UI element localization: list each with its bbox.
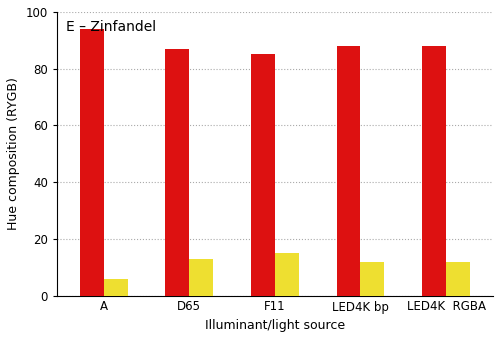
Bar — [166, 49, 190, 296]
Text: E – Zinfandel: E – Zinfandel — [66, 20, 156, 35]
Bar — [422, 46, 446, 296]
X-axis label: Illuminant/light source: Illuminant/light source — [205, 319, 345, 332]
Bar — [446, 262, 470, 296]
Bar — [104, 279, 128, 296]
Bar — [336, 46, 360, 296]
Y-axis label: Hue composition (RYGB): Hue composition (RYGB) — [7, 77, 20, 230]
Bar — [360, 262, 384, 296]
Bar — [251, 55, 275, 296]
Bar — [275, 253, 299, 296]
Bar — [190, 259, 214, 296]
Bar — [80, 29, 104, 296]
